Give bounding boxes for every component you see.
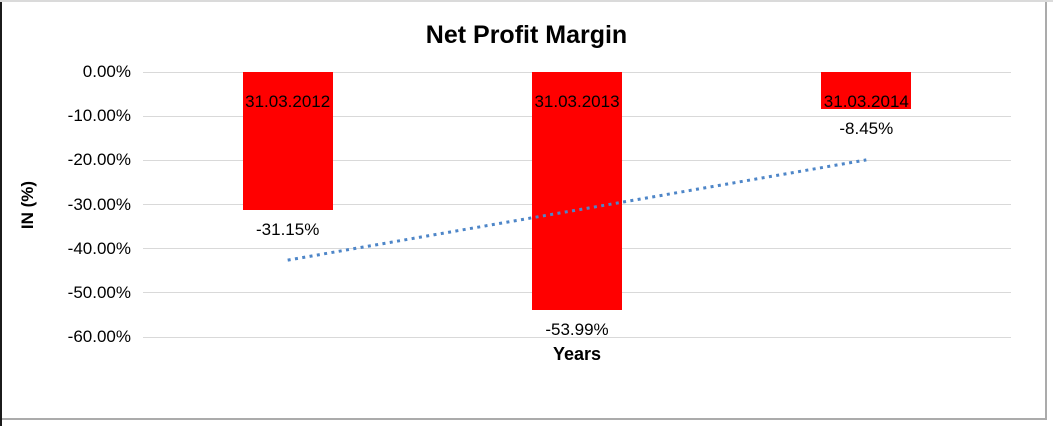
y-tick-label: -40.00% xyxy=(67,238,131,258)
gridline xyxy=(143,336,1011,338)
y-tick-label: -20.00% xyxy=(67,150,131,170)
data-label: -31.15% xyxy=(255,219,320,239)
frame-border-bottom xyxy=(2,418,1047,420)
y-tick-label: -10.00% xyxy=(67,106,131,126)
category-label: 31.03.2012 xyxy=(245,92,331,111)
data-label: -53.99% xyxy=(545,320,609,340)
chart-title: Net Profit Margin xyxy=(425,21,628,49)
y-tick-label: -60.00% xyxy=(67,327,131,346)
frame-border-top xyxy=(0,0,1053,2)
y-tick-label: -30.00% xyxy=(67,194,131,214)
category-label: 31.03.2014 xyxy=(823,92,909,111)
y-tick-label: -50.00% xyxy=(67,282,131,302)
data-label: -8.45% xyxy=(839,119,894,139)
bar xyxy=(821,72,912,110)
category-label: 31.03.2013 xyxy=(534,92,620,111)
x-axis-title: Years xyxy=(552,344,602,364)
frame-border-right xyxy=(1045,2,1047,420)
frame-border-left xyxy=(0,0,2,426)
y-tick-label: 0.00% xyxy=(82,62,131,81)
